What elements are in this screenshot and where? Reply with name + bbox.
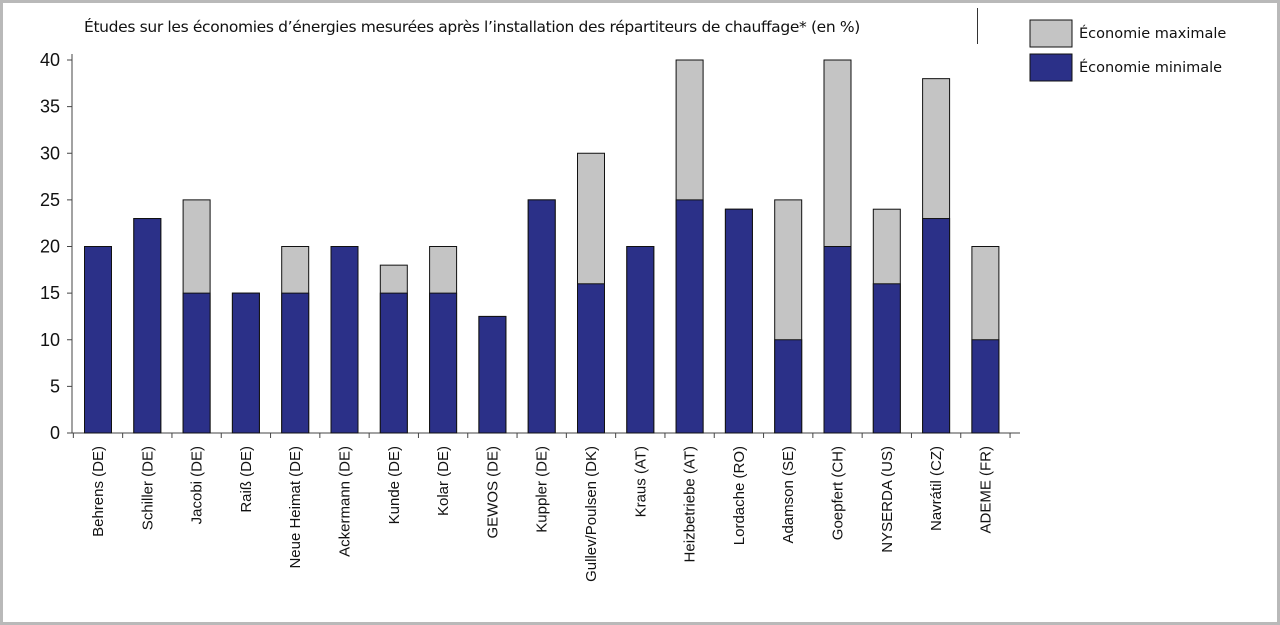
y-tick-label: 40 [40,50,60,70]
x-tick-label: ADEME (FR) [977,446,994,534]
bar-min [774,339,803,434]
y-tick-label: 25 [40,190,60,210]
y-tick-label: 5 [50,376,60,396]
bars [84,59,1000,434]
x-tick-label: Gullev/Poulsen (DK) [583,446,600,582]
x-tick-label: Kraus (AT) [632,446,649,517]
bar-min [872,283,901,434]
legend-label: Économie maximale [1079,25,1226,42]
x-tick-label: Behrens (DE) [90,446,107,537]
x-tick-label: Navrátil (CZ) [928,446,945,531]
chart-title: Études sur les économies d’énergies mesu… [84,18,860,36]
bar-min [922,218,951,434]
x-tick-label: Jacobi (DE) [189,446,206,524]
title-divider [977,8,978,44]
x-tick-label: NYSERDA (US) [879,446,896,553]
y-axis: 0 5 10 15 20 25 30 35 40 [40,50,73,443]
bar-min [379,292,408,434]
x-tick-label: Raiß (DE) [238,446,255,513]
x-tick-label: Kolar (DE) [435,446,452,516]
legend-label: Économie minimale [1079,59,1222,76]
bar-min [675,199,704,434]
legend: Économie maximale Économie minimale [1029,19,1226,82]
bar-min [84,246,112,434]
bar-min [971,339,1000,434]
legend-swatch [1029,19,1073,48]
bar-min [626,246,655,434]
legend-swatch [1029,53,1073,82]
bar-min [429,292,458,434]
x-axis: Behrens (DE) Schiller (DE) Jacobi (DE) Raiß… [72,432,1020,582]
x-tick-label: Lordache (RO) [731,446,748,545]
x-tick-label: GEWOS (DE) [484,446,501,539]
bar-min [577,283,605,434]
x-tick-label: Kuppler (DE) [534,446,551,533]
bar-min [478,315,507,434]
x-tick-label: Goepfert (CH) [830,446,847,540]
y-tick-label: 20 [40,237,60,257]
x-tick-label: Schiller (DE) [139,446,156,530]
y-tick-label: 10 [40,330,60,350]
bar-min [527,199,556,434]
y-tick-label: 15 [40,283,60,303]
x-tick-label: Kunde (DE) [386,446,403,524]
x-tick-label: Adamson (SE) [780,446,797,544]
bar-min [330,246,359,434]
y-tick-label: 30 [40,143,60,163]
y-tick-label: 0 [50,423,60,443]
bar-min [231,292,260,434]
x-tick-label: Neue Heimat (DE) [287,446,304,569]
bar-min [281,292,310,434]
bar-min [823,246,852,434]
y-tick-label: 35 [40,97,60,117]
bar-min [133,218,162,434]
x-tick-label: Heizbetriebe (AT) [682,446,699,562]
bar-min [182,292,211,434]
x-tick-label: Ackermann (DE) [337,446,354,557]
bar-min [724,208,753,434]
